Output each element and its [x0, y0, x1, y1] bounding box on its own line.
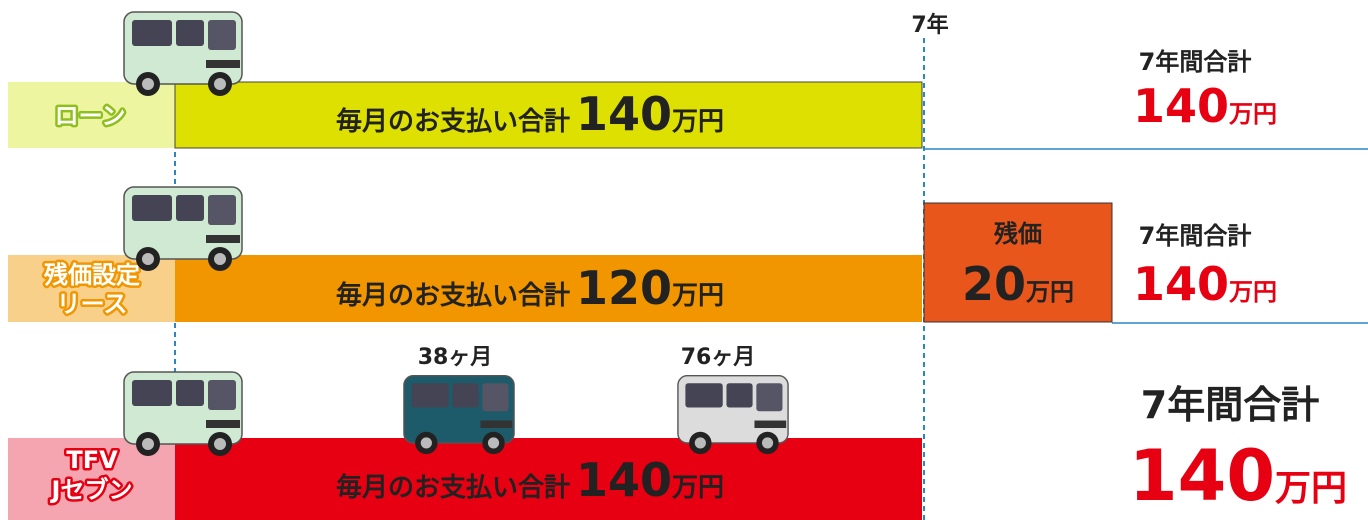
comparison-diagram: 7年 ローン 毎月のお支払い合計140万円 7年間合計 140万円 残価設定リー… [0, 0, 1368, 520]
total-amount: 140万円 [1133, 257, 1277, 311]
car-image [678, 376, 788, 454]
bar-caption: 毎月のお支払い合計 [336, 281, 570, 311]
total-amount: 140万円 [1129, 435, 1347, 517]
milestone-label: 76ヶ月 [681, 345, 756, 370]
bar-unit: 万円 [672, 107, 724, 137]
total-amount: 140万円 [1133, 79, 1277, 133]
total-number: 140 [1129, 435, 1275, 517]
bar-amount: 140 [576, 453, 672, 507]
row-label: 残価設定リース [43, 261, 140, 318]
residual-number: 20 [962, 257, 1026, 311]
car-image [124, 372, 242, 456]
label-line: TFV [66, 446, 118, 474]
bar-caption: 毎月のお支払い合計 [336, 107, 570, 137]
label-line: ローン [55, 102, 126, 130]
seven-year-label: 7年 [911, 12, 948, 38]
milestone-label: 38ヶ月 [418, 345, 493, 370]
total-label: 7年間合計 [1141, 383, 1319, 427]
total-unit: 万円 [1229, 278, 1277, 306]
bar-amount: 140 [576, 87, 672, 141]
total-number: 140 [1133, 79, 1229, 133]
bar-unit: 万円 [672, 473, 724, 503]
label-line: リース [57, 290, 128, 318]
car-image [124, 12, 242, 96]
label-line: 残価設定 [43, 261, 140, 289]
total-unit: 万円 [1275, 468, 1347, 509]
bar-caption: 毎月のお支払い合計 [336, 473, 570, 503]
residual-label: 残価 [993, 220, 1042, 248]
total-number: 140 [1133, 257, 1229, 311]
total-label: 7年間合計 [1139, 222, 1252, 250]
bar-amount: 120 [576, 261, 672, 315]
total-unit: 万円 [1229, 100, 1277, 128]
label-line: Jセブン [50, 476, 133, 504]
car-image [404, 376, 514, 454]
residual-unit: 万円 [1026, 278, 1074, 306]
car-image [124, 187, 242, 271]
bar-unit: 万円 [672, 281, 724, 311]
row-label: ローン [55, 102, 126, 130]
total-label: 7年間合計 [1139, 48, 1252, 76]
